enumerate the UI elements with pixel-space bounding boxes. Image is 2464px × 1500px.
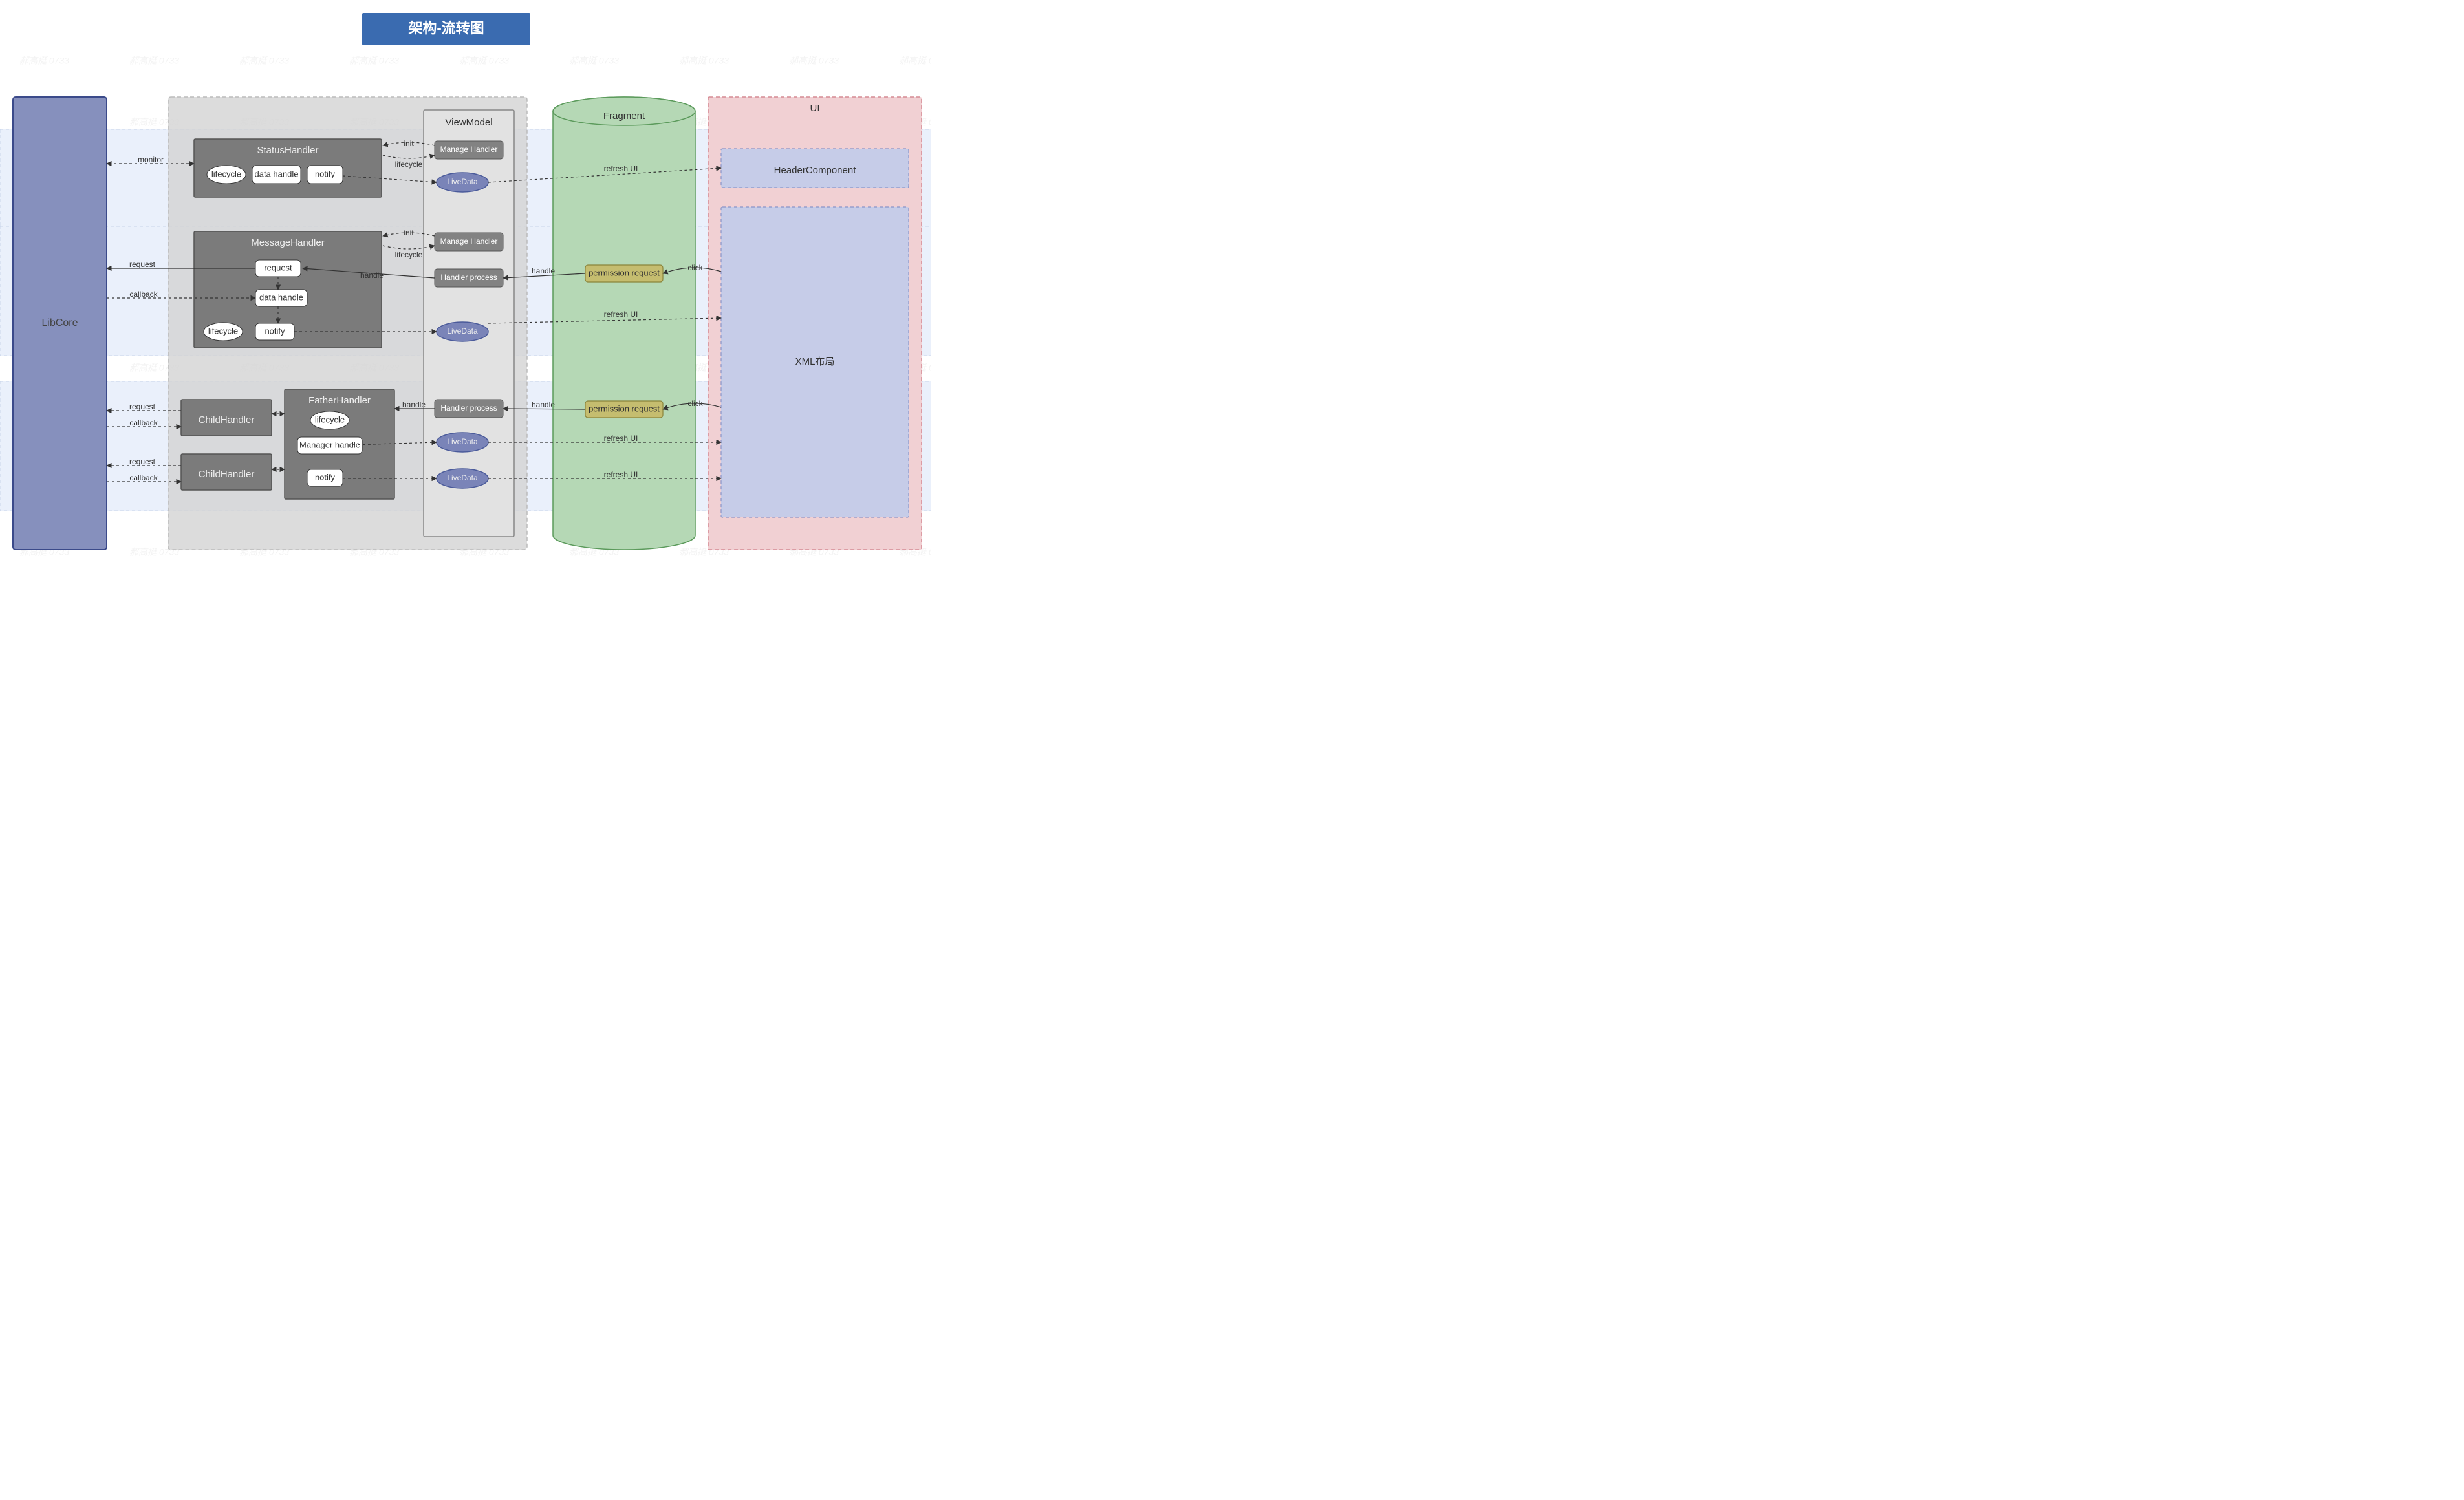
edge-5-label: init xyxy=(404,228,414,237)
vm-item-1-label: LiveData xyxy=(447,177,478,186)
edge-12-label: handle xyxy=(532,266,555,275)
panel-child_handler_2-title: ChildHandler xyxy=(199,469,255,480)
pill-father_handler-0: lifecycle xyxy=(315,414,345,424)
panel-message_handler-title: MessageHandler xyxy=(251,237,324,248)
edge-11-label: handle xyxy=(360,271,384,280)
edge-2-label: lifecycle xyxy=(395,160,423,169)
edge-1-label: init xyxy=(404,139,414,148)
pill-message_handler-0: request xyxy=(264,262,292,272)
col-viewmodel-label: ViewModel xyxy=(445,117,492,128)
edge-8-label: callback xyxy=(129,290,158,299)
pill-message_handler-2: lifecycle xyxy=(208,326,238,336)
vm-item-7-label: LiveData xyxy=(447,473,478,482)
watermark: 郝高挺 0733 xyxy=(129,56,179,66)
vm-item-5-label: Handler process xyxy=(440,403,497,412)
edge-18-label: request xyxy=(129,457,156,466)
edge-13-label: click xyxy=(687,263,703,272)
col-ui-label: UI xyxy=(810,103,820,114)
edge-16-label: request xyxy=(129,402,156,411)
watermark: 郝高挺 0733 xyxy=(569,56,619,66)
ui-xml-label: XML布局 xyxy=(795,356,835,367)
edge-23-label: handle xyxy=(532,400,555,409)
edge-28-label: refresh UI xyxy=(604,470,638,479)
fragment-item-0-label: permission request xyxy=(589,268,660,277)
pill-status_handler-0: lifecycle xyxy=(211,169,241,178)
edge-4-label: refresh UI xyxy=(604,164,638,173)
panel-child_handler_1-title: ChildHandler xyxy=(199,414,255,425)
ui-header-label: HeaderComponent xyxy=(774,165,857,176)
edge-17-label: callback xyxy=(129,418,158,427)
edge-0-label: monitor xyxy=(138,155,164,164)
edge-26-label: refresh UI xyxy=(604,434,638,443)
pill-status_handler-1: data handle xyxy=(255,169,299,178)
edge-6-label: lifecycle xyxy=(395,250,423,259)
pill-message_handler-3: notify xyxy=(265,326,285,336)
watermark: 郝高挺 0733 xyxy=(789,56,839,66)
watermark: 郝高挺 0733 xyxy=(19,56,69,66)
edge-22-label: handle xyxy=(402,400,426,409)
pill-father_handler-2: notify xyxy=(315,472,336,482)
watermark: 郝高挺 0733 xyxy=(679,56,729,66)
fragment-item-1-label: permission request xyxy=(589,403,660,413)
panel-father_handler-title: FatherHandler xyxy=(308,395,371,406)
col-libcore-label: LibCore xyxy=(41,317,78,328)
watermark: 郝高挺 0733 xyxy=(899,56,931,66)
edge-19-label: callback xyxy=(129,473,158,482)
edge-24-label: click xyxy=(687,399,703,408)
pill-father_handler-1: Manager handle xyxy=(299,440,360,449)
pill-message_handler-1: data handle xyxy=(259,292,303,302)
pill-status_handler-2: notify xyxy=(315,169,336,178)
panel-status_handler-title: StatusHandler xyxy=(257,145,318,156)
watermark: 郝高挺 0733 xyxy=(349,56,399,66)
watermark: 郝高挺 0733 xyxy=(239,56,289,66)
vm-item-4-label: LiveData xyxy=(447,327,478,336)
watermark: 郝高挺 0733 xyxy=(459,56,509,66)
vm-item-2-label: Manage Handler xyxy=(440,237,498,246)
vm-item-0-label: Manage Handler xyxy=(440,145,498,154)
vm-item-3-label: Handler process xyxy=(440,273,497,282)
edge-15-label: refresh UI xyxy=(604,310,638,319)
vm-item-6-label: LiveData xyxy=(447,437,478,446)
edge-7-label: request xyxy=(129,260,156,269)
col-fragment-label: Fragment xyxy=(603,111,645,122)
title-text: 架构-流转图 xyxy=(408,20,484,36)
